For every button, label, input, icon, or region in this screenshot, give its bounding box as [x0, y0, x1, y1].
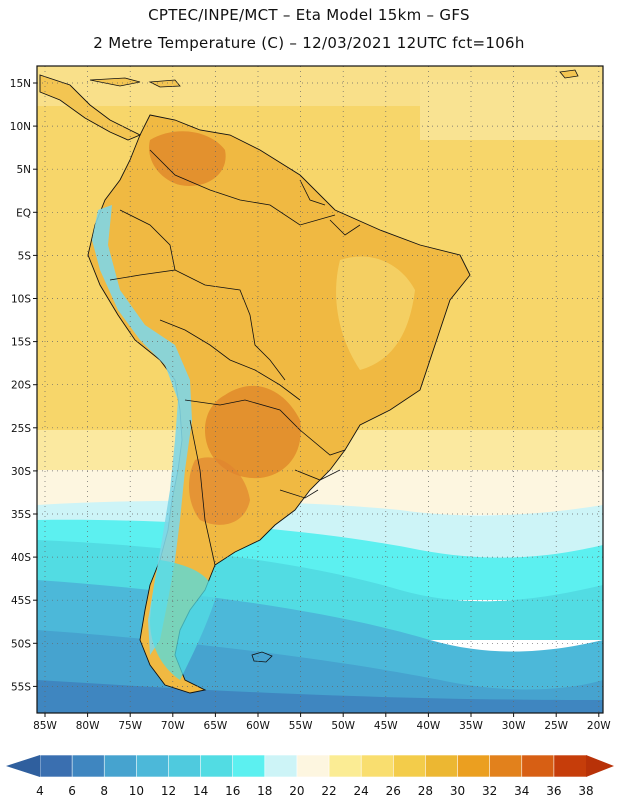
colorbar-tick-label: 38: [578, 784, 593, 798]
lon-label: 60W: [246, 720, 270, 732]
colorbar-tick-label: 34: [514, 784, 529, 798]
colorbar-tick-label: 12: [161, 784, 176, 798]
colorbar-swatch: [457, 754, 491, 778]
lon-label: 20W: [587, 720, 611, 732]
colorbar-swatch: [39, 754, 73, 778]
lat-label: 20S: [11, 380, 31, 392]
lat-label: 40S: [11, 552, 31, 564]
lat-label: 35S: [11, 509, 31, 521]
colorbar-swatch: [232, 754, 266, 778]
lon-label: 45W: [374, 720, 398, 732]
colorbar-swatch: [553, 754, 587, 778]
colorbar-tick-label: 16: [225, 784, 240, 798]
colorbar-swatch: [200, 754, 234, 778]
colorbar-swatch: [264, 754, 298, 778]
colorbar-swatch: [489, 754, 523, 778]
ocean-band-8: [37, 680, 603, 713]
chart-title-line1: CPTEC/INPE/MCT – Eta Model 15km – GFS: [148, 6, 470, 24]
hot-region-chaco: [188, 457, 250, 525]
colorbar-tick-label: 24: [354, 784, 369, 798]
lon-label: 35W: [459, 720, 483, 732]
colorbar-swatch: [392, 754, 427, 778]
country-borders: [109, 149, 361, 566]
colorbar-tick-label: 10: [129, 784, 144, 798]
lon-label: 80W: [76, 720, 100, 732]
lat-label: 15N: [10, 78, 31, 90]
lat-label: 50S: [11, 638, 31, 650]
colorbar-tick-label: 4: [36, 784, 44, 798]
lat-label: 55S: [11, 681, 31, 693]
colorbar-swatch: [328, 754, 362, 778]
colorbar-swatch: [136, 754, 170, 778]
lon-label: 85W: [33, 720, 57, 732]
colorbar-low-arrow: [6, 755, 40, 777]
colorbar-swatch: [296, 754, 330, 778]
lat-label: EQ: [16, 207, 31, 219]
chart-title-line2: 2 Metre Temperature (C) – 12/03/2021 12U…: [93, 34, 525, 52]
colorbar-swatch: [71, 754, 105, 778]
colorbar-tick-label: 8: [100, 784, 108, 798]
map-area: [37, 66, 603, 713]
brazil-coast-band: [336, 256, 415, 370]
colorbar-tick-label: 14: [193, 784, 208, 798]
colorbar-tick-label: 36: [546, 784, 561, 798]
colorbar-tick-label: 30: [450, 784, 465, 798]
lat-label: 45S: [11, 595, 31, 607]
lon-label: 55W: [289, 720, 313, 732]
lat-label: 15S: [11, 337, 31, 349]
ocean-band-north-east: [420, 80, 603, 140]
lon-label: 40W: [417, 720, 441, 732]
colorbar-tick-label: 26: [386, 784, 401, 798]
lat-label: 10S: [11, 294, 31, 306]
map-frame: [36, 65, 604, 714]
patagonia-cold: [150, 560, 215, 680]
colorbar: 4 6 8 10 12 14 16 18 20 22 24 26 28 30 32 34 36 38: [6, 754, 614, 798]
falkland-islands: [251, 651, 273, 663]
lat-label: 5S: [18, 250, 32, 262]
hot-region-north: [149, 131, 226, 186]
lon-label: 30W: [502, 720, 526, 732]
lon-label: 25W: [544, 720, 568, 732]
colorbar-tick-label: 22: [321, 784, 336, 798]
lat-label: 30S: [11, 466, 31, 478]
colorbar-tick-label: 28: [418, 784, 433, 798]
colorbar-swatch: [103, 754, 138, 778]
colorbar-tick-label: 18: [257, 784, 272, 798]
colorbar-high-arrow: [586, 755, 614, 777]
colorbar-swatch: [168, 754, 202, 778]
colorbar-tick-label: 6: [68, 784, 76, 798]
lat-label: 5N: [16, 164, 31, 176]
colorbar-swatch: [521, 754, 555, 778]
colorbar-tick-label: 20: [289, 784, 304, 798]
colorbar-swatch: [360, 754, 394, 778]
longitude-axis: 85W 80W 75W 70W 65W 60W 55W 50W 45W 40W 35W 30W 25W 2…: [33, 713, 611, 732]
lat-label: 25S: [11, 423, 31, 435]
lat-label: 10N: [10, 121, 31, 133]
latitude-axis: 15N 10N 5N EQ 5S 10S 15S 20S 25S 30S 35S 40S 45S 50S 5…: [10, 78, 37, 693]
lon-label: 75W: [118, 720, 142, 732]
colorbar-swatch: [425, 754, 459, 778]
lon-label: 70W: [161, 720, 185, 732]
central-america-land: [39, 74, 142, 141]
colorbar-tick-label: 32: [482, 784, 497, 798]
lon-label: 65W: [204, 720, 228, 732]
andes-cold-strip: [92, 205, 192, 655]
lon-label: 50W: [331, 720, 355, 732]
